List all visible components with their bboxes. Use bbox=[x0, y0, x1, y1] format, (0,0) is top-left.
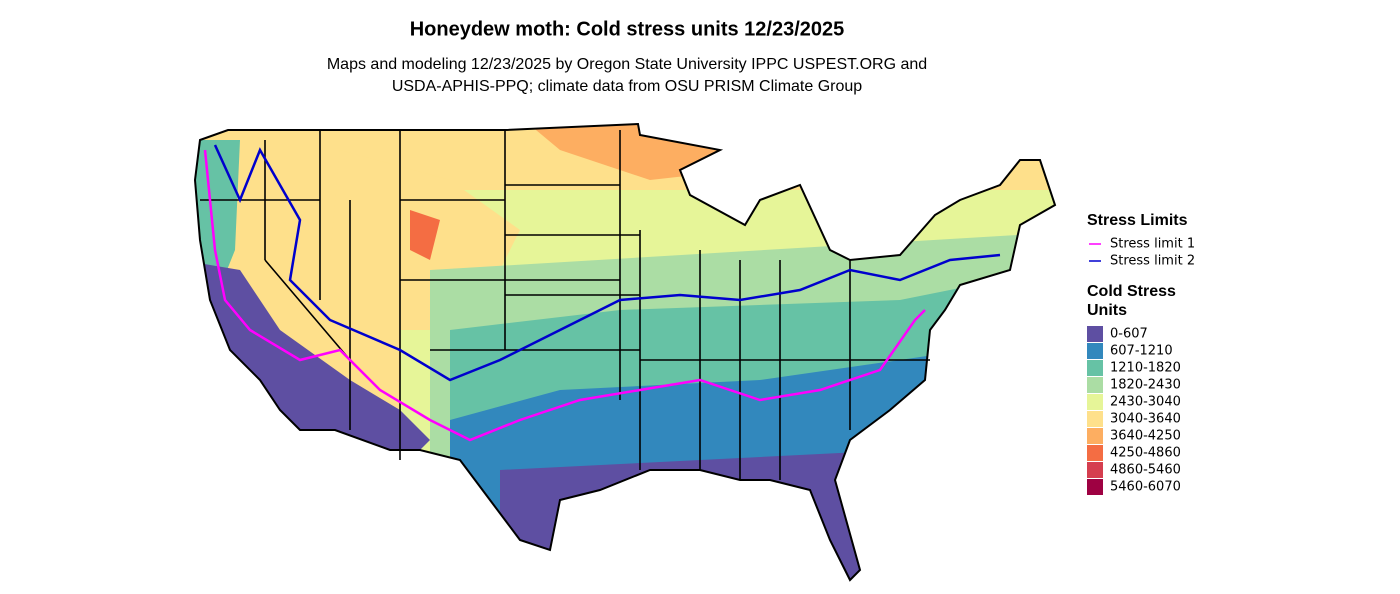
legend-title: Units bbox=[1087, 302, 1127, 319]
subtitle: USDA-APHIS-PPQ; climate data from OSU PR… bbox=[392, 78, 862, 95]
map bbox=[195, 124, 1055, 580]
legend-swatch bbox=[1087, 428, 1103, 444]
stress-zone bbox=[500, 124, 760, 180]
legend-label: Stress limit 1 bbox=[1110, 237, 1195, 252]
legend-swatch bbox=[1087, 479, 1103, 495]
legend-label: 3040-3640 bbox=[1110, 412, 1181, 427]
legend-title: Stress Limits bbox=[1087, 212, 1188, 229]
legend-label: 2430-3040 bbox=[1110, 395, 1181, 410]
legend-swatch bbox=[1087, 411, 1103, 427]
stress-limit-2 bbox=[213, 144, 1001, 382]
legend: Stress Limits Cold Stress Units Stress l… bbox=[1087, 212, 1195, 495]
legend-swatch bbox=[1087, 394, 1103, 410]
stress-zone bbox=[410, 210, 440, 260]
legend-label: Stress limit 2 bbox=[1110, 254, 1195, 269]
state-borders bbox=[200, 130, 930, 480]
legend-label: 3640-4250 bbox=[1110, 429, 1181, 444]
legend-label: 4860-5460 bbox=[1110, 463, 1181, 478]
map-title: Honeydew moth: Cold stress units 12/23/2… bbox=[410, 18, 845, 40]
stress-limit-1 bbox=[203, 149, 926, 442]
legend-label: 1210-1820 bbox=[1110, 361, 1181, 376]
us-outline bbox=[193, 122, 1057, 582]
legend-label: 5460-6070 bbox=[1110, 480, 1181, 495]
subtitle: Maps and modeling 12/23/2025 by Oregon S… bbox=[327, 56, 927, 73]
legend-title: Cold Stress bbox=[1087, 283, 1176, 300]
legend-swatch bbox=[1087, 326, 1103, 342]
legend-label: 4250-4860 bbox=[1110, 446, 1181, 461]
legend-swatch bbox=[1087, 377, 1103, 393]
legend-label: 607-1210 bbox=[1110, 344, 1173, 359]
legend-swatch bbox=[1087, 462, 1103, 478]
legend-swatch bbox=[1087, 343, 1103, 359]
legend-swatch bbox=[1087, 445, 1103, 461]
legend-label: 0-607 bbox=[1110, 327, 1148, 342]
legend-label: 1820-2430 bbox=[1110, 378, 1181, 393]
stress-zone bbox=[195, 140, 240, 300]
legend-swatch bbox=[1087, 360, 1103, 376]
